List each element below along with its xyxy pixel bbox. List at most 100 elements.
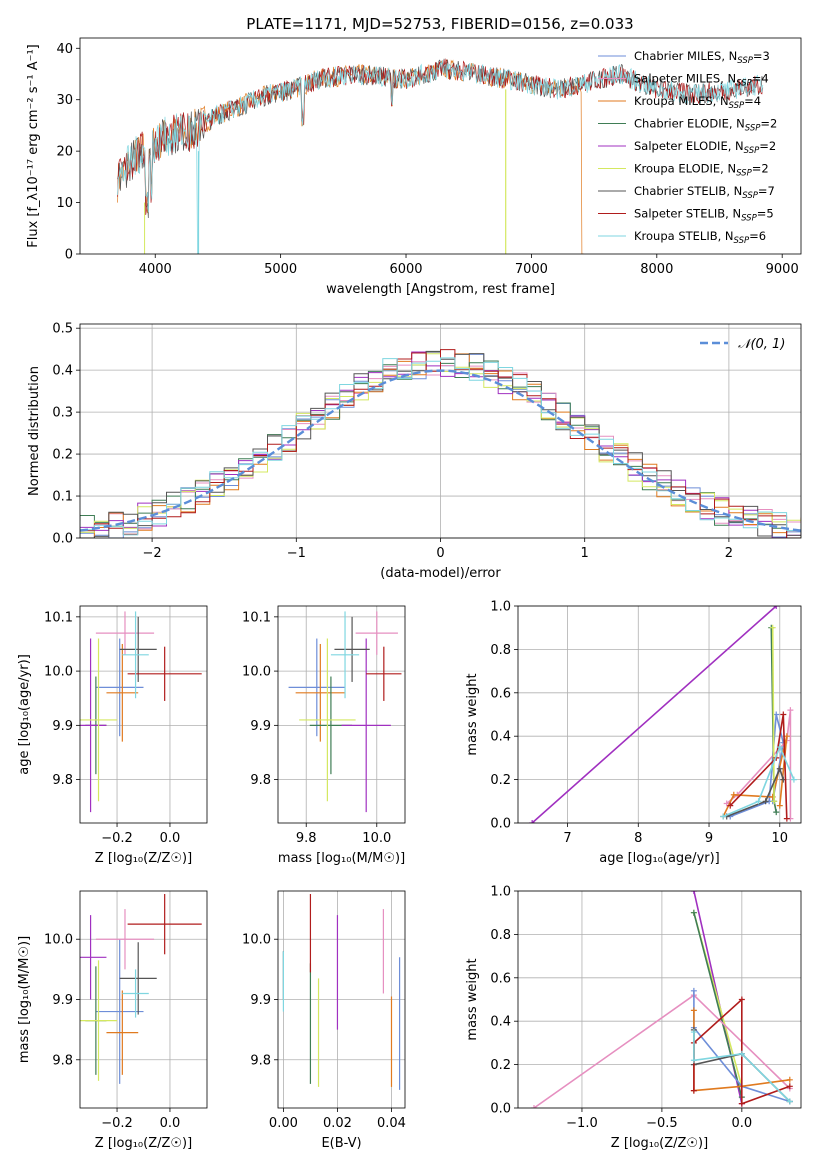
x-tick-label: 10 xyxy=(772,831,789,846)
weight-marker xyxy=(776,744,783,751)
weight-marker xyxy=(776,765,783,772)
y-tick-label: 10.0 xyxy=(242,933,271,948)
age_vs_Z-panel: −0.2 0.0 9.8 9.9 10.0 10.1 Z [log₁₀(Z/Z☉)] age … xyxy=(17,605,208,866)
weight-marker xyxy=(769,624,776,631)
x-axis-label: Z [log₁₀(Z/Z☉)] xyxy=(95,1136,192,1151)
y-tick-label: 10 xyxy=(56,196,73,211)
x-tick-label: 8 xyxy=(634,831,642,846)
spectrum-line-kroupa_miles xyxy=(117,59,584,254)
legend-subscript: SSP xyxy=(745,124,761,134)
weight-marker xyxy=(773,711,780,718)
x-tick-label: −0.2 xyxy=(101,1116,133,1131)
weight-marker xyxy=(529,820,536,823)
legend-text: Chabrier MILES, N xyxy=(634,49,737,63)
y-tick-label: 10.0 xyxy=(242,665,271,680)
x-axis-label: Z [log₁₀(Z/Z☉)] xyxy=(95,851,192,866)
legend-text: Salpeter STELIB, N xyxy=(634,207,741,221)
histogram-salpeter_stelib xyxy=(80,349,801,538)
weight-marker xyxy=(786,1098,793,1105)
y-tick-label: 40 xyxy=(56,42,73,57)
axes-frame xyxy=(517,605,802,824)
legend-text: Salpeter MILES, N xyxy=(634,72,736,86)
legend-suffix: =2 xyxy=(752,162,769,176)
legend-entry: Chabrier MILES, NSSP=3 xyxy=(634,49,770,66)
x-tick-label: −0.2 xyxy=(101,831,133,846)
y-tick-label: 0.0 xyxy=(490,1102,511,1117)
y-tick-label: 9.8 xyxy=(250,773,271,788)
legend-subscript: SSP xyxy=(737,56,753,66)
legend-text: Kroupa ELODIE, N xyxy=(634,162,736,176)
y-tick-label: 9.9 xyxy=(250,719,271,734)
legend-subscript: SSP xyxy=(742,191,758,201)
weight-marker xyxy=(780,711,787,718)
x-tick-label: 4000 xyxy=(139,262,172,277)
figure-title: PLATE=1171, MJD=52753, FIBERID=0156, z=0… xyxy=(246,15,633,33)
x-tick-label: 2 xyxy=(725,546,733,561)
weight-marker xyxy=(771,798,778,805)
x-tick-label: 5000 xyxy=(264,262,297,277)
y-axis-label: mass [log₁₀(M/M☉)] xyxy=(17,936,32,1063)
spectrum-panel: 4000 5000 6000 7000 8000 9000 0 10 20 30 40 wavelen… xyxy=(26,37,802,297)
x-tick-label: 6000 xyxy=(389,262,422,277)
y-tick-label: 0.1 xyxy=(52,490,73,505)
weight-marker xyxy=(727,802,734,809)
weight-marker xyxy=(690,1057,697,1064)
y-tick-label: 9.8 xyxy=(52,773,73,788)
y-tick-label: 0.8 xyxy=(490,928,511,943)
weight-marker xyxy=(776,802,783,809)
y-tick-label: 0.4 xyxy=(490,1015,511,1030)
x-tick-label: −2 xyxy=(143,546,162,561)
x-tick-label: 0.04 xyxy=(377,1116,406,1131)
y-tick-label: 0.2 xyxy=(490,773,511,788)
y-axis-label: age [log₁₀(age/yr)] xyxy=(17,654,32,775)
legend-subscript: SSP xyxy=(741,214,757,224)
legend-entry: Chabrier STELIB, NSSP=7 xyxy=(634,184,775,201)
y-tick-label: 9.9 xyxy=(250,993,271,1008)
y-tick-label: 9.8 xyxy=(250,1053,271,1068)
weight-marker xyxy=(720,813,727,820)
weight-marker xyxy=(783,815,790,822)
y-tick-label: 0.4 xyxy=(490,730,511,745)
weight_vs_Z-panel: −1.0 −0.5 0.0 0.0 0.2 0.4 0.6 0.8 1.0 Z [log₁₀(Z/… xyxy=(465,885,802,1151)
weight-marker xyxy=(773,809,780,816)
x-tick-label: 0.0 xyxy=(160,1116,181,1131)
x-axis-label: age [log₁₀(age/yr)] xyxy=(599,851,720,866)
legend-subscript: SSP xyxy=(744,146,760,156)
x-axis-label: Z [log₁₀(Z/Z☉)] xyxy=(611,1136,708,1151)
axes-frame xyxy=(79,890,208,1109)
y-tick-label: 10.0 xyxy=(44,665,73,680)
legend-subscript: SSP xyxy=(734,236,750,246)
y-tick-label: 10.1 xyxy=(44,610,73,625)
weight-line-salpeter_elodie xyxy=(531,606,777,823)
x-tick-label: 0.02 xyxy=(323,1116,352,1131)
axes-frame xyxy=(517,890,802,1109)
x-tick-label: −1 xyxy=(287,546,306,561)
weight-marker xyxy=(738,996,745,1003)
x-tick-label: 7000 xyxy=(515,262,548,277)
y-tick-label: 0.4 xyxy=(52,364,73,379)
weight-line-chabrier_stelib xyxy=(726,766,785,818)
legend-entry: 𝒩(0, 1) xyxy=(738,337,785,352)
weight-marker xyxy=(786,1083,793,1090)
y-tick-label: 0.3 xyxy=(52,406,73,421)
y-tick-label: 9.9 xyxy=(52,719,73,734)
axes-frame xyxy=(79,605,208,824)
weight-marker xyxy=(690,987,697,994)
y-tick-label: 0.8 xyxy=(490,643,511,658)
age_vs_mass-panel: 9.8 10.0 9.8 9.9 10.0 10.1 mass [log₁₀(M/M☉)] xyxy=(242,605,406,866)
axes-frame xyxy=(79,323,802,539)
x-tick-label: 0.0 xyxy=(160,831,181,846)
x-tick-label: 7 xyxy=(563,831,571,846)
x-axis-label: mass [log₁₀(M/M☉)] xyxy=(278,851,405,866)
weight-marker xyxy=(690,909,697,916)
weight-marker xyxy=(690,1087,697,1094)
axes-frame xyxy=(277,890,406,1109)
y-axis-label: Normed distribution xyxy=(27,366,42,496)
residuals-panel: −2 −1 0 1 2 0.0 0.1 0.2 0.3 0.4 0.5 (data-model)/er… xyxy=(27,322,802,581)
x-tick-label: −1.0 xyxy=(566,1116,598,1131)
legend-suffix: =5 xyxy=(757,207,774,221)
x-tick-label: 10.0 xyxy=(362,831,391,846)
x-tick-label: 9.8 xyxy=(296,831,317,846)
y-tick-label: 0.0 xyxy=(490,817,511,832)
